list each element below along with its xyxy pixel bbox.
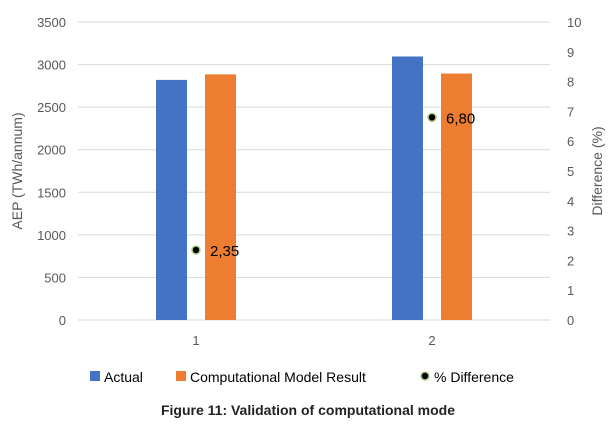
- legend-swatch: [176, 371, 186, 381]
- y2-tick-label: 5: [567, 164, 574, 179]
- y2-tick-label: 7: [567, 104, 574, 119]
- y2-tick-label: 8: [567, 75, 574, 90]
- y-axis-title: AEP (TWh/annum): [9, 112, 25, 229]
- y2-tick-label: 10: [567, 15, 581, 30]
- x-tick-label: 1: [192, 333, 199, 348]
- difference-point: [191, 245, 201, 255]
- chart: 0 500 1000 1500 2000 2500 3000 3500 0 1 2 3 4 5 6 7 8 9 10…: [9, 15, 605, 385]
- y2-tick-label: 4: [567, 194, 574, 209]
- y-tick-label: 3000: [37, 58, 66, 73]
- bar-actual: [392, 56, 423, 321]
- y2-tick-label: 6: [567, 134, 574, 149]
- legend-label: Actual: [104, 369, 143, 385]
- y2-tick-label: 9: [567, 45, 574, 60]
- y-tick-label: 0: [59, 313, 66, 328]
- legend-label: % Difference: [434, 369, 514, 385]
- bar-computational-model-result: [441, 73, 472, 320]
- y-tick-label: 1000: [37, 228, 66, 243]
- y-tick-label: 2500: [37, 100, 66, 115]
- data-label: 6,80: [446, 110, 475, 127]
- y2-tick-label: 3: [567, 224, 574, 239]
- difference-point: [427, 112, 437, 123]
- legend-marker: [420, 371, 430, 381]
- figure-caption: Figure 11: Validation of computational m…: [160, 402, 456, 418]
- y-tick-label: 1500: [37, 185, 66, 200]
- data-label: 2,35: [210, 243, 239, 260]
- legend-label: Computational Model Result: [190, 369, 366, 385]
- legend-swatch: [90, 371, 100, 381]
- x-tick-label: 2: [428, 333, 435, 348]
- y2-tick-label: 2: [567, 253, 574, 268]
- y-tick-label: 500: [44, 270, 66, 285]
- y2-tick-label: 1: [567, 283, 574, 298]
- y-tick-label: 3500: [37, 15, 66, 30]
- bar-actual: [156, 79, 187, 320]
- y2-axis-title: Difference (%): [589, 126, 605, 215]
- bar-computational-model-result: [205, 74, 236, 320]
- y2-tick-label: 0: [567, 313, 574, 328]
- y-tick-label: 2000: [37, 143, 66, 158]
